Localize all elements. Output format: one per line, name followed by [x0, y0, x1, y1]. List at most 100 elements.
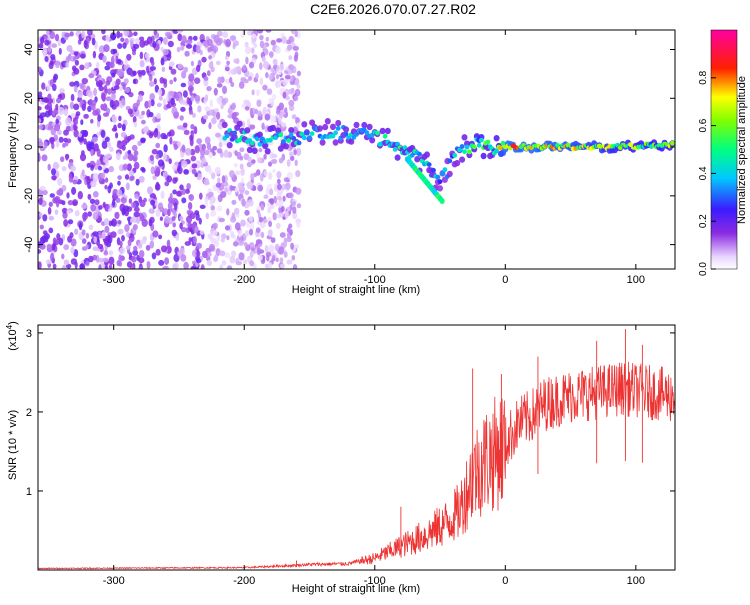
ridge-halo — [480, 152, 487, 160]
heatmap-point — [87, 105, 92, 112]
heatmap-point — [110, 231, 117, 239]
heatmap-point — [172, 263, 177, 269]
ridge-point — [447, 158, 453, 164]
heatmap-point — [213, 256, 218, 262]
heatmap-point — [90, 164, 94, 171]
heatmap-point — [268, 220, 272, 228]
heatmap-point — [284, 107, 288, 114]
heatmap-point — [140, 138, 146, 144]
heatmap-point — [224, 187, 229, 193]
heatmap-point — [39, 243, 46, 250]
heatmap-point — [132, 116, 137, 124]
heatmap-point — [115, 132, 119, 139]
heatmap-point — [70, 258, 77, 265]
heatmap-point — [182, 122, 188, 128]
heatmap-point — [208, 169, 213, 175]
chart-title: C2E6.2026.070.07.27.R02 — [310, 1, 476, 17]
heatmap-point — [60, 156, 65, 163]
heatmap-point — [45, 259, 52, 265]
heatmap-point — [169, 136, 173, 145]
heatmap-point — [81, 31, 86, 39]
heatmap-point — [203, 180, 210, 186]
heatmap-point — [268, 262, 273, 269]
heatmap-point — [293, 149, 297, 156]
heatmap-point — [158, 259, 165, 266]
heatmap-point — [214, 240, 219, 247]
heatmap-point — [271, 93, 277, 101]
heatmap-point — [202, 250, 208, 259]
heatmap-point — [171, 216, 176, 222]
heatmap-point — [215, 248, 221, 257]
snr-y-tick-label: 3 — [26, 328, 32, 340]
heatmap-point — [251, 47, 255, 54]
ridge-point — [224, 133, 230, 139]
heatmap-point — [100, 92, 106, 101]
heatmap-point — [217, 177, 221, 184]
heatmap-point — [265, 187, 269, 196]
heatmap-point — [39, 224, 44, 230]
heatmap-point — [268, 244, 275, 253]
heatmap-point — [216, 83, 223, 88]
heatmap-point — [55, 118, 59, 125]
heatmap-point — [200, 264, 205, 269]
heatmap-point — [101, 231, 106, 240]
heatmap-point — [135, 37, 140, 44]
heatmap-point — [202, 157, 207, 164]
heatmap-point — [227, 190, 232, 196]
heatmap-point — [109, 99, 115, 108]
heatmap-point — [276, 178, 281, 184]
heatmap-point — [230, 231, 235, 238]
heatmap-point — [231, 250, 237, 258]
heatmap-point — [166, 103, 172, 109]
heatmap-point — [103, 218, 110, 226]
heatmap-point — [132, 78, 137, 84]
heatmap-point — [264, 113, 271, 121]
heatmap-point — [182, 90, 188, 98]
heatmap-point — [51, 43, 58, 48]
heatmap-point — [104, 184, 108, 190]
heatmap-point — [138, 175, 145, 183]
heatmap-point — [129, 175, 135, 181]
heatmap-point — [98, 257, 104, 263]
heatmap-point — [121, 123, 126, 132]
heatmap-point — [261, 56, 266, 63]
heatmap-point — [90, 204, 97, 212]
ridge-halo — [348, 138, 355, 145]
heatmap-point — [38, 124, 44, 130]
colorbar-gradient — [710, 29, 738, 270]
heatmap-point — [54, 123, 61, 132]
heatmap-point — [86, 162, 91, 168]
spectrogram-y-label: Frequency (Hz) — [7, 112, 19, 188]
heatmap-point — [206, 86, 212, 92]
heatmap-point — [239, 163, 244, 170]
ridge-halo — [369, 137, 376, 144]
heatmap-point — [226, 266, 232, 269]
heatmap-point — [50, 54, 56, 60]
heatmap-point — [65, 61, 69, 68]
heatmap-point — [189, 87, 193, 96]
spectrogram-frame — [37, 29, 676, 270]
ridge-halo — [414, 156, 421, 163]
heatmap-point — [54, 209, 59, 215]
heatmap-point — [56, 97, 62, 104]
heatmap-point — [258, 147, 263, 153]
heatmap-point — [199, 230, 205, 235]
heatmap-point — [119, 32, 123, 38]
heatmap-point — [151, 60, 155, 67]
heatmap-point — [124, 87, 130, 93]
heatmap-point — [253, 43, 257, 48]
heatmap-point — [190, 95, 195, 102]
heatmap-point — [63, 259, 70, 266]
heatmap-point — [294, 159, 298, 166]
spectrogram-x-tick-label: -200 — [233, 274, 255, 286]
heatmap-point — [124, 174, 130, 180]
heatmap-point — [215, 132, 221, 138]
heatmap-point — [277, 183, 282, 191]
heatmap-point — [176, 190, 182, 197]
colorbar-ticks: 0.0 0.2 0.4 0.6 0.8 — [698, 70, 716, 276]
heatmap-point — [186, 209, 191, 215]
heatmap-point — [287, 44, 292, 51]
heatmap-point — [126, 53, 132, 61]
heatmap-point — [237, 229, 242, 238]
